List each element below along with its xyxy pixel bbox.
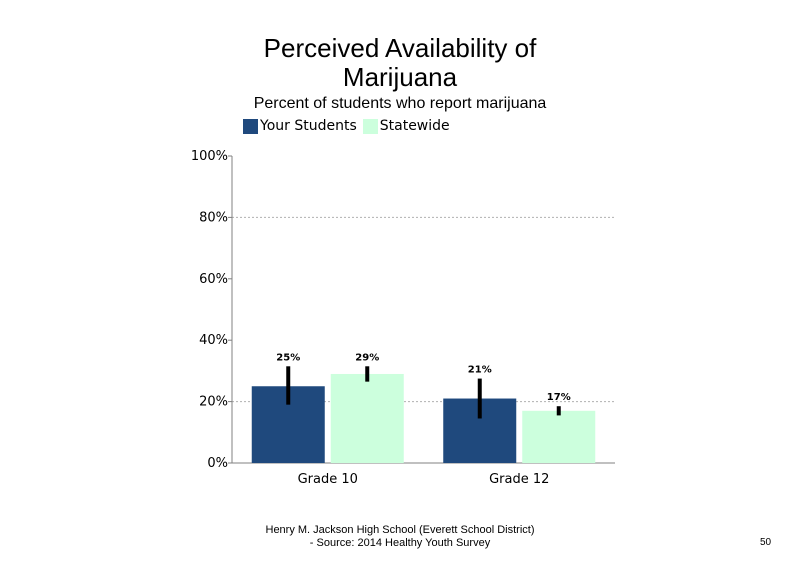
y-tick-label: 80%: [199, 210, 228, 225]
legend-item-your-students: Your Students: [243, 118, 357, 134]
legend-item-statewide: Statewide: [362, 118, 450, 134]
y-tick-label: 100%: [191, 149, 228, 164]
chart-title: Perceived Availability of Marijuana: [263, 33, 537, 92]
legend-swatch-statewide: [362, 118, 378, 134]
legend-swatch-your-students: [243, 118, 258, 134]
bar: [330, 373, 404, 463]
y-tick-label: 20%: [199, 395, 228, 410]
page-number: 50: [760, 537, 772, 548]
bar: [522, 410, 596, 463]
data-label: 21%: [468, 365, 492, 376]
chart-legend: Your Students Statewide: [243, 118, 456, 134]
legend-label-statewide: Statewide: [379, 118, 450, 134]
chart-subtitle: Percent of students who report marijuana: [253, 95, 547, 112]
y-tick-label: 0%: [207, 456, 228, 471]
y-tick-label: 40%: [199, 333, 228, 348]
x-tick-label: Grade 10: [298, 472, 358, 487]
slide-footer: Henry M. Jackson High School (Everett Sc…: [0, 524, 800, 550]
legend-label-your-students: Your Students: [260, 118, 357, 134]
data-label: 25%: [276, 352, 300, 363]
x-tick-label: Grade 12: [489, 472, 549, 487]
data-label: 17%: [547, 392, 571, 403]
data-label: 29%: [355, 352, 379, 363]
footer-school: Henry M. Jackson High School (Everett Sc…: [265, 524, 535, 536]
footer-source: - Source: 2014 Healthy Youth Survey: [309, 537, 491, 549]
y-tick-label: 60%: [199, 272, 228, 287]
